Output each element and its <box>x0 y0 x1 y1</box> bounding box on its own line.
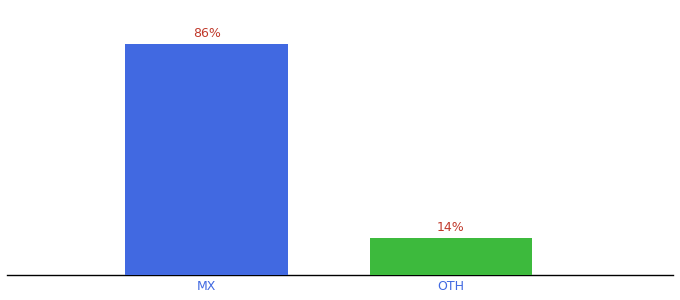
Text: 14%: 14% <box>437 220 465 234</box>
Bar <box>370 238 532 275</box>
Bar <box>125 44 288 275</box>
Text: 86%: 86% <box>193 28 221 40</box>
